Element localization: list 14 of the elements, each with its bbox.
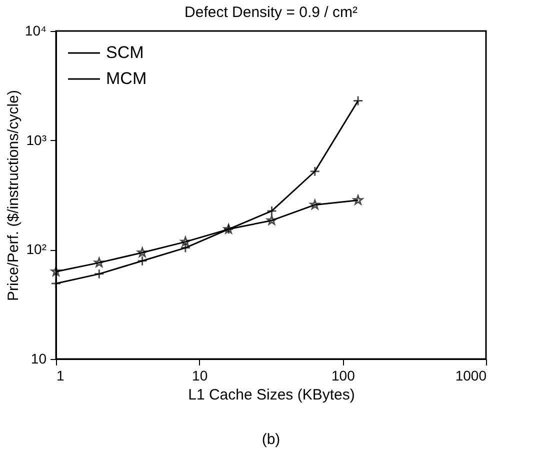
legend-label: SCM: [106, 43, 144, 62]
chart-title: Defect Density = 0.9 / cm²: [184, 4, 358, 21]
y-axis-title: Price/Perf. ($/instructions/cycle): [4, 90, 22, 301]
y-tick-label: 10²: [26, 241, 47, 258]
y-tick-label: 10³: [26, 132, 47, 148]
y-tick-label: 10⁴: [24, 22, 46, 38]
x-tick-label: 1: [56, 368, 64, 384]
x-axis-title: L1 Cache Sizes (KBytes): [188, 386, 355, 404]
text: (b): [262, 431, 280, 448]
x-tick-label: 10: [192, 368, 208, 384]
legend-label: MCM: [106, 69, 147, 88]
y-tick-label: 10: [30, 350, 47, 366]
x-tick-label: 100: [331, 368, 356, 384]
x-tick-label: 1000: [455, 368, 487, 384]
